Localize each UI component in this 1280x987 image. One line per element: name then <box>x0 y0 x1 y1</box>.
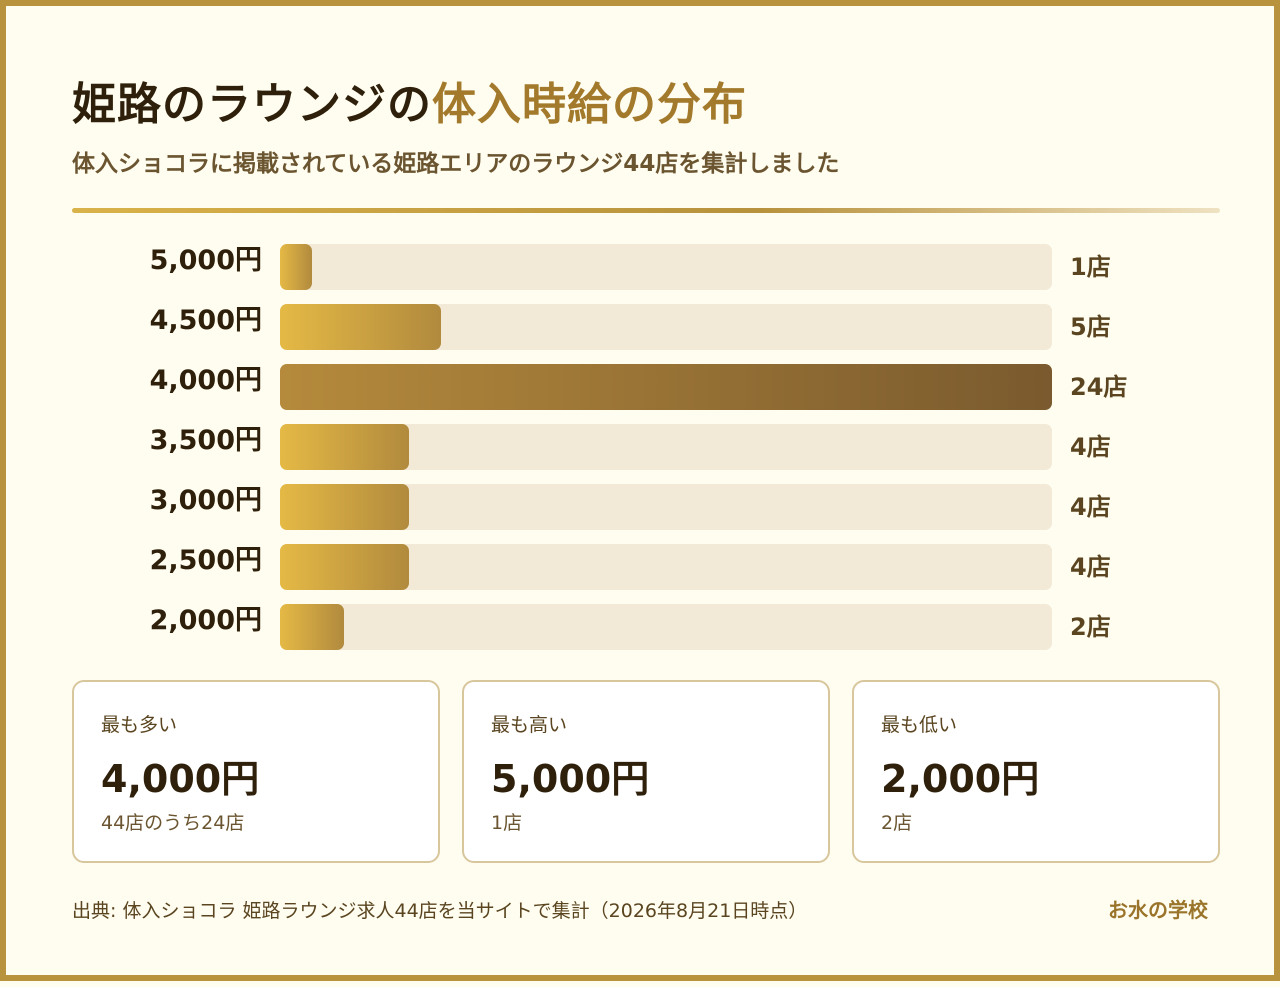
bar-category-label: 5,000円 <box>149 245 262 276</box>
brand-logo-text: お水の学校 <box>1108 898 1208 922</box>
bar-value-label: 4店 <box>1070 433 1111 461</box>
bar-value-label: 24店 <box>1070 373 1128 401</box>
card-note: 2店 <box>881 812 913 834</box>
title-accent: 体入時給の分布 <box>432 79 747 130</box>
bar <box>280 544 409 590</box>
card-lowest: 最も低い 2,000円 2店 <box>852 680 1220 863</box>
page-title: 姫路のラウンジの体入時給の分布 <box>72 68 747 132</box>
bar-value-label: 4店 <box>1070 553 1111 581</box>
title-main: 姫路のラウンジの <box>72 79 432 130</box>
bar-track <box>280 544 1052 590</box>
bar-value-label: 4店 <box>1070 493 1111 521</box>
bar-track <box>280 424 1052 470</box>
bar <box>280 244 313 290</box>
card-label: 最も低い <box>881 714 958 736</box>
bar-track <box>280 364 1052 410</box>
bar-category-label: 4,500円 <box>149 305 262 336</box>
bar <box>280 604 345 650</box>
bar-track <box>280 484 1052 530</box>
bar <box>280 484 409 530</box>
bar-chart: 5,000円 1店 4,500円 5店 4,000円 24店 3,500円 4店 3,000円 4… <box>6 6 1280 987</box>
card-value: 2,000円 <box>881 757 1040 801</box>
card-note: 1店 <box>491 812 523 834</box>
bar <box>280 364 1052 410</box>
card-label: 最も多い <box>101 714 178 736</box>
bar-category-label: 4,000円 <box>149 365 262 396</box>
card-highest: 最も高い 5,000円 1店 <box>462 680 830 863</box>
bar-track <box>280 244 1052 290</box>
bar-category-label: 3,500円 <box>149 425 262 456</box>
title-divider <box>72 208 1220 213</box>
source-note: 出典: 体入ショコラ 姫路ラウンジ求人44店を当サイトで集計（2026年8月21… <box>72 900 808 922</box>
card-label: 最も高い <box>491 714 568 736</box>
card-most-common: 最も多い 4,000円 44店のうち24店 <box>72 680 440 863</box>
bar-category-label: 3,000円 <box>149 485 262 516</box>
bar-value-label: 5店 <box>1070 313 1111 341</box>
card-note: 44店のうち24店 <box>101 812 245 834</box>
card-value: 4,000円 <box>101 757 260 801</box>
bar-category-label: 2,500円 <box>149 545 262 576</box>
bar-category-label: 2,000円 <box>149 605 262 636</box>
card-value: 5,000円 <box>491 757 650 801</box>
bar <box>280 304 441 350</box>
bar-track <box>280 304 1052 350</box>
bar-track <box>280 604 1052 650</box>
bar-value-label: 2店 <box>1070 613 1111 641</box>
bar <box>280 424 409 470</box>
bar-value-label: 1店 <box>1070 253 1111 281</box>
page-subtitle: 体入ショコラに掲載されている姫路エリアのラウンジ44店を集計しました <box>72 151 840 177</box>
